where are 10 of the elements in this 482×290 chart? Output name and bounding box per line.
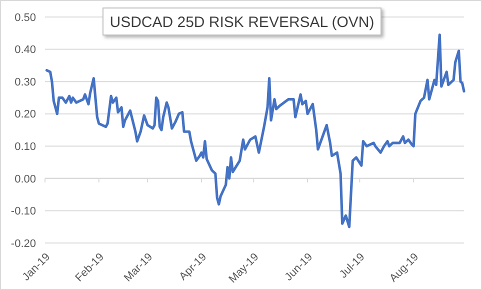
y-tick-label: 0.00 — [14, 173, 36, 186]
y-tick-label: -0.10 — [10, 206, 36, 218]
y-tick-label: -0.20 — [10, 238, 36, 250]
y-tick-label: 0.10 — [14, 140, 36, 153]
line-series — [45, 33, 466, 228]
y-tick-label: 0.20 — [14, 108, 36, 121]
y-tick-label: 0.40 — [14, 44, 36, 56]
y-tick-label: 0.50 — [14, 12, 36, 24]
chart-title: USDCAD 25D RISK REVERSAL (OVN) — [110, 14, 374, 31]
y-tick-label: 0.30 — [14, 76, 36, 88]
